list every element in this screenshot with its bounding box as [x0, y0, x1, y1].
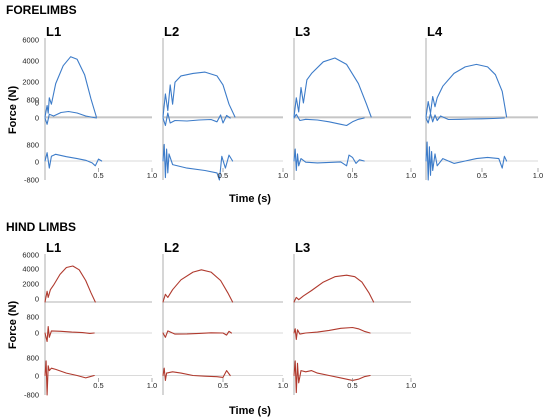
trace-vertical-l1	[44, 265, 96, 303]
x-tick-label: 0.5	[218, 381, 228, 390]
x-tick-label: 1.0	[147, 381, 157, 390]
trace-ml-l3	[293, 113, 365, 127]
panel-l1: L1 0.5 1.0	[44, 240, 157, 396]
panel-label: L2	[164, 240, 179, 255]
y-tick-label: 0	[35, 295, 39, 304]
chart-title: FORELIMBS	[6, 3, 77, 17]
y-tick-label: 0	[35, 114, 39, 123]
x-tick-label: 1.0	[147, 171, 157, 180]
panel-l3: L3 0.5 1.0	[293, 24, 416, 180]
panel-l2: L2 0.5 1.0	[162, 240, 288, 395]
y-tick-label: -800	[24, 391, 39, 400]
y-tick-label: 4000	[22, 265, 39, 274]
y-tick-label: 6000	[22, 251, 39, 260]
trace-cc-l1	[44, 360, 95, 396]
trace-vertical-l3	[293, 57, 372, 118]
trace-vertical-l4	[425, 63, 508, 118]
x-axis-label: Time (s)	[229, 405, 271, 417]
trace-cc-l2	[162, 367, 231, 381]
x-tick-label: 1.0	[406, 381, 416, 390]
x-tick-label: 1.0	[533, 171, 543, 180]
y-tick-label: 0	[35, 372, 39, 381]
y-tick-label: 800	[26, 96, 39, 105]
y-tick-label: 0	[35, 329, 39, 338]
panel-label: L1	[46, 24, 61, 39]
y-tick-label: 0	[35, 158, 39, 167]
x-tick-label: 0.5	[477, 171, 487, 180]
panel-l4: L4 0.5 1.0	[425, 24, 543, 181]
y-axis-label: Force (N)	[7, 301, 19, 350]
trace-vertical-l2	[162, 71, 236, 118]
trace-ml-l2	[162, 330, 232, 338]
trace-ml-l3	[293, 326, 371, 340]
trace-ml-l4	[425, 112, 505, 124]
x-axis-label: Time (s)	[229, 193, 271, 205]
y-tick-label: 2000	[22, 78, 39, 87]
y-tick-label: 2000	[22, 280, 39, 289]
x-tick-label: 0.5	[347, 381, 357, 390]
trace-cc-l3	[293, 148, 365, 172]
x-tick-label: 1.0	[278, 171, 288, 180]
x-tick-label: 1.0	[406, 171, 416, 180]
trace-cc-l4	[425, 141, 508, 181]
trace-ml-l1	[44, 326, 95, 343]
y-tick-label: 800	[26, 141, 39, 150]
y-tick-label: 800	[26, 354, 39, 363]
x-tick-label: 0.5	[347, 171, 357, 180]
y-tick-label: 6000	[22, 36, 39, 45]
panel-label: L3	[295, 24, 310, 39]
trace-cc-l2	[162, 143, 234, 181]
trace-vertical-l3	[293, 274, 375, 303]
y-axis-label: Force (N)	[7, 86, 19, 135]
x-tick-label: 0.5	[93, 381, 103, 390]
trace-ml-l2	[162, 112, 231, 127]
panel-label: L2	[164, 24, 179, 39]
y-tick-label: -800	[24, 176, 39, 185]
panel-l3: L3 0.5 1.0	[293, 240, 416, 395]
panel-l2: L2 0.5 1.0	[162, 24, 288, 181]
panel-l1: L1 0.5 1.0	[44, 24, 157, 180]
trace-vertical-l1	[44, 56, 97, 118]
x-tick-label: 0.5	[218, 171, 228, 180]
trace-cc-l1	[44, 152, 103, 169]
trace-cc-l3	[293, 360, 371, 394]
trace-ml-l1	[44, 110, 97, 125]
y-tick-label: 4000	[22, 57, 39, 66]
y-tick-label: 0	[35, 99, 39, 108]
panel-label: L3	[295, 240, 310, 255]
chart-title: HIND LIMBS	[6, 220, 76, 234]
trace-vertical-l2	[162, 269, 234, 303]
panel-label: L4	[427, 24, 443, 39]
y-tick-label: 800	[26, 313, 39, 322]
panel-label: L1	[46, 240, 61, 255]
hindlimbs-chart: HIND LIMBS Force (N) Time (s) 6000 4000 2000 0…	[6, 220, 416, 417]
x-tick-label: 1.0	[278, 381, 288, 390]
x-tick-label: 0.5	[93, 171, 103, 180]
